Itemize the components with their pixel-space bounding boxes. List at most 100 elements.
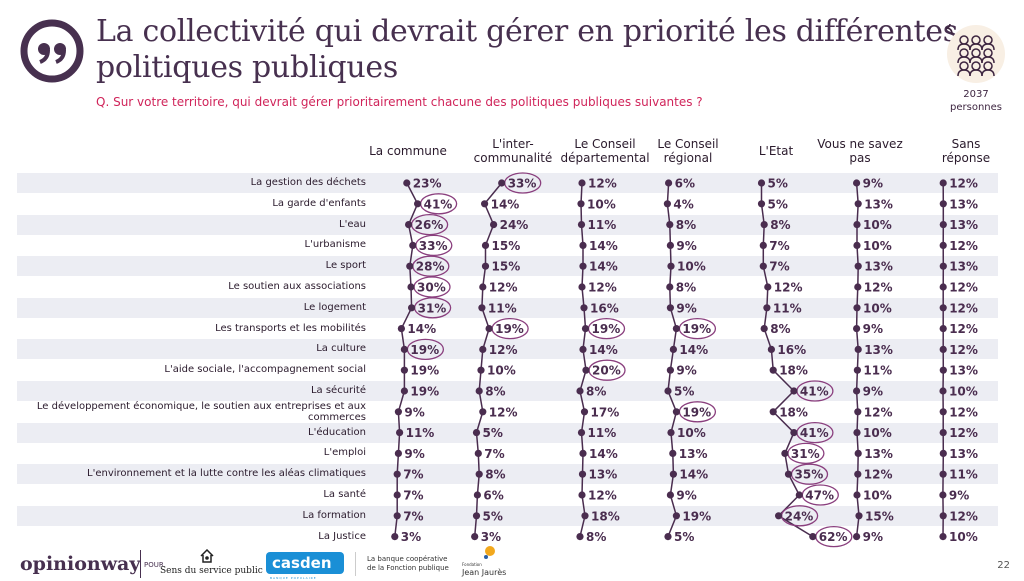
data-point xyxy=(790,387,798,395)
data-label: 8% xyxy=(586,530,606,544)
data-point xyxy=(767,345,776,353)
data-label: 14% xyxy=(589,343,618,357)
row-label: La sécurité xyxy=(310,385,366,396)
data-point xyxy=(663,200,672,208)
data-label: 12% xyxy=(588,489,617,503)
data-point xyxy=(853,533,861,541)
data-label: 12% xyxy=(864,281,893,295)
data-label: 10% xyxy=(863,426,892,440)
data-point xyxy=(939,221,947,229)
data-point xyxy=(577,429,586,437)
row-label: La Justice xyxy=(318,530,366,542)
data-point xyxy=(472,429,481,437)
data-label: 13% xyxy=(679,447,708,461)
data-label: 9% xyxy=(676,301,696,315)
data-label: 12% xyxy=(949,322,978,336)
data-label: 11% xyxy=(488,301,517,315)
data-point xyxy=(763,304,771,312)
data-point xyxy=(403,179,411,187)
data-label: 19% xyxy=(592,322,621,336)
data-point xyxy=(760,221,768,229)
row-band xyxy=(17,256,998,277)
data-label: 9% xyxy=(676,364,696,378)
data-label: 8% xyxy=(770,322,790,336)
data-point xyxy=(581,512,589,520)
sens-service-public-logo: Sens du service public xyxy=(160,566,263,576)
data-point xyxy=(939,325,947,333)
data-label: 24% xyxy=(500,218,529,232)
row-label: Le soutien aux associations xyxy=(228,281,366,292)
casden-text: casden xyxy=(272,554,332,572)
data-point xyxy=(576,387,584,395)
data-label: 13% xyxy=(589,468,618,482)
data-point xyxy=(579,345,587,353)
data-point xyxy=(394,449,402,457)
data-label: 10% xyxy=(949,385,978,399)
data-point xyxy=(393,512,401,520)
data-label: 18% xyxy=(779,405,808,419)
data-point xyxy=(939,304,947,312)
data-label: 24% xyxy=(785,509,814,523)
data-point xyxy=(853,387,861,395)
data-label: 19% xyxy=(682,322,711,336)
title-line-1: La collectivité qui devrait gérer en pri… xyxy=(96,14,958,49)
data-label: 31% xyxy=(791,447,820,461)
data-label: 16% xyxy=(590,301,619,315)
jaures-logo-mark xyxy=(484,546,495,559)
data-label: 41% xyxy=(424,197,453,211)
jean-jaures-logo: Jean Jaurès xyxy=(462,568,507,577)
data-point xyxy=(400,387,408,395)
data-point xyxy=(391,533,399,541)
data-point xyxy=(579,449,587,457)
data-label: 13% xyxy=(864,447,893,461)
data-point xyxy=(939,491,947,499)
data-label: 13% xyxy=(949,260,978,274)
data-point xyxy=(407,283,415,291)
data-point xyxy=(406,262,414,270)
data-label: 13% xyxy=(864,260,893,274)
data-label: 15% xyxy=(492,260,521,274)
data-point xyxy=(580,304,588,312)
data-point xyxy=(408,304,416,312)
data-point xyxy=(854,470,862,478)
tagline-line-2: de la Fonction publique xyxy=(367,564,449,572)
tagline-line-1: La banque coopérative xyxy=(367,555,448,563)
data-label: 12% xyxy=(949,301,978,315)
data-point xyxy=(473,491,481,499)
data-point xyxy=(666,491,675,499)
data-point xyxy=(479,283,487,291)
data-label: 19% xyxy=(410,364,439,378)
house-icon xyxy=(200,549,214,563)
data-label: 19% xyxy=(410,385,439,399)
data-label: 10% xyxy=(487,364,516,378)
row-band xyxy=(17,422,998,443)
data-label: 13% xyxy=(864,197,893,211)
fondation-label: Fondation xyxy=(462,562,482,567)
data-label: 9% xyxy=(863,177,883,191)
data-point xyxy=(481,200,489,208)
data-label: 7% xyxy=(769,260,789,274)
data-point xyxy=(498,179,506,187)
data-label: 19% xyxy=(495,322,524,336)
data-label: 13% xyxy=(949,218,978,232)
data-label: 19% xyxy=(682,405,711,419)
data-label: 13% xyxy=(949,364,978,378)
data-point xyxy=(666,283,674,291)
data-label: 26% xyxy=(415,218,444,232)
data-point xyxy=(854,262,862,270)
row-band xyxy=(17,173,998,193)
data-label: 5% xyxy=(674,530,694,544)
data-point xyxy=(854,408,862,416)
data-point xyxy=(939,449,947,457)
data-point xyxy=(853,241,861,249)
data-point xyxy=(939,200,947,208)
data-point xyxy=(579,241,587,249)
data-point xyxy=(759,262,767,270)
column-header: L'Etat xyxy=(758,144,794,158)
data-point xyxy=(853,304,861,312)
row-label: La formation xyxy=(302,509,366,521)
data-point xyxy=(769,408,777,416)
data-point xyxy=(577,221,586,229)
row-label: L'environnement et la lutte contre les a… xyxy=(87,468,366,480)
data-label: 11% xyxy=(949,468,978,482)
